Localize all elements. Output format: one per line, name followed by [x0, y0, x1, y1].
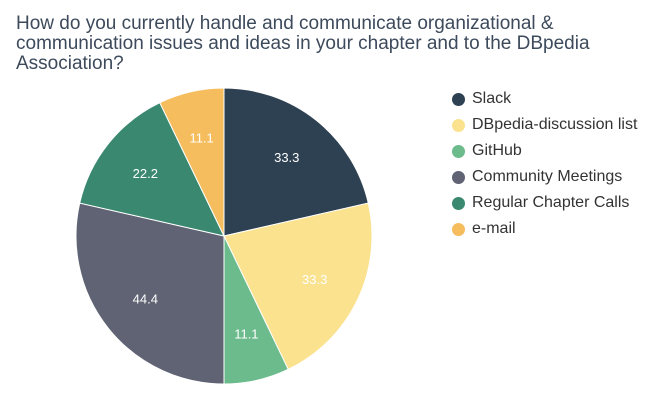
legend-item-1[interactable]: DBpedia-discussion list: [452, 112, 637, 138]
legend-swatch-4: [452, 196, 465, 210]
legend-swatch-0: [452, 92, 465, 106]
legend-label-5: e-mail: [472, 220, 516, 237]
legend-item-0[interactable]: Slack: [452, 86, 637, 112]
legend-label-2: GitHub: [472, 142, 522, 159]
pie-slice-3: [75, 202, 225, 385]
chart-title: How do you currently handle and communic…: [16, 13, 590, 74]
pie-slice-4: [79, 101, 225, 237]
legend-swatch-3: [452, 170, 465, 184]
legend-swatch-5: [452, 222, 465, 236]
legend: Slack DBpedia-discussion list GitHub Commun…: [452, 86, 637, 242]
legend-item-2[interactable]: GitHub: [452, 138, 637, 164]
legend-label-1: DBpedia-discussion list: [472, 116, 638, 133]
legend-label-0: Slack: [472, 90, 512, 107]
slice-value-label-5: 11.1: [189, 130, 213, 145]
pie-slice-0: [223, 87, 369, 237]
legend-item-4[interactable]: Regular Chapter Calls: [452, 190, 637, 216]
pie-data-labels: 33.3 33.3 11.1 44.4 22.2 11.1: [133, 130, 328, 341]
legend-label-4: Regular Chapter Calls: [472, 194, 630, 211]
legend-label-3: Community Meetings: [472, 168, 623, 185]
slice-value-label-0: 33.3: [274, 150, 299, 165]
slice-value-label-1: 33.3: [302, 272, 327, 287]
slice-value-label-2: 11.1: [234, 327, 258, 342]
legend-swatch-2: [452, 144, 465, 158]
legend-swatch-1: [452, 118, 465, 132]
slice-value-label-3: 44.4: [133, 291, 158, 306]
pie-slice-1: [223, 202, 373, 371]
legend-item-3[interactable]: Community Meetings: [452, 164, 637, 190]
slice-value-label-4: 22.2: [133, 166, 158, 181]
legend-item-5[interactable]: e-mail: [452, 216, 637, 242]
pie-slice-5: [159, 87, 225, 237]
pie-slices: [75, 87, 373, 385]
